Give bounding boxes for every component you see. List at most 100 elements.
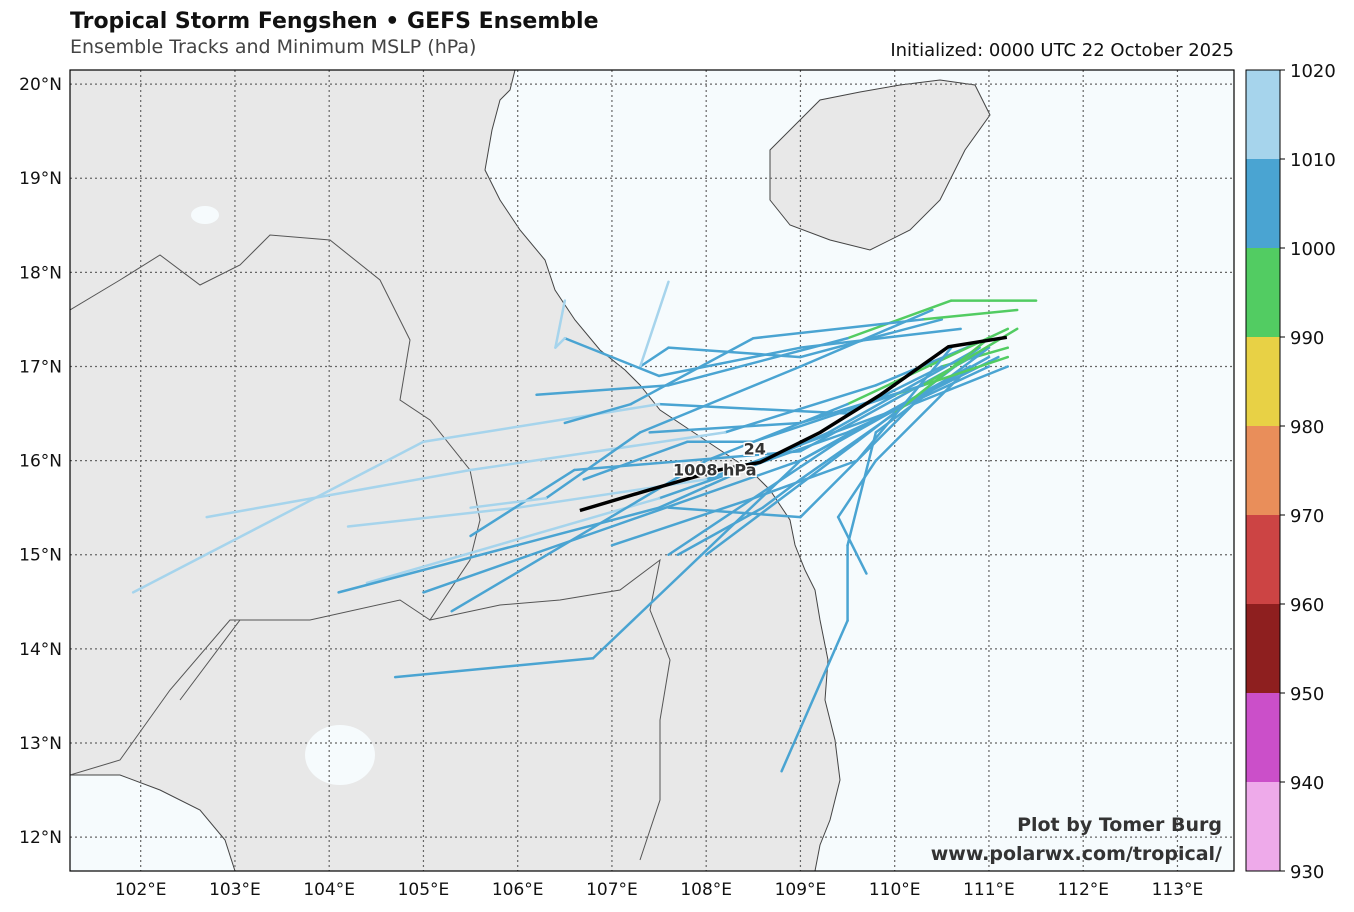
track-segment: [912, 365, 1010, 406]
axis-ticks: 102°E 103°E 104°E 105°E 106°E 107°E 108°E 109°E…: [19, 75, 1203, 900]
track-segment: [846, 431, 878, 547]
track-segment: [629, 337, 755, 406]
ensemble-member-track: [563, 308, 1019, 425]
ensemble-member-track: [469, 308, 934, 509]
y-tick-label: 20°N: [19, 75, 62, 95]
initialized-time: Initialized: 0000 UTC 22 October 2025: [890, 40, 1234, 61]
track-segment: [893, 337, 991, 415]
x-tick-label: 109°E: [775, 880, 827, 900]
colorbar-tick-label: 930: [1290, 862, 1324, 883]
land-hainan: [769, 79, 991, 251]
chart-subtitle: Ensemble Tracks and Minimum MSLP (hPa): [70, 36, 477, 58]
colorbar: 930 940 950 960 970 980 990 1000 1010 1020: [1245, 61, 1336, 883]
track-segment: [469, 468, 576, 538]
colorbar-bin: [1246, 248, 1280, 337]
x-tick-label: 105°E: [398, 880, 450, 900]
colorbar-bin: [1246, 426, 1280, 515]
ensemble-member-track: [205, 337, 991, 519]
colorbar-tick-label: 990: [1290, 328, 1324, 349]
x-tick-label: 111°E: [963, 880, 1015, 900]
colorbar-tick-label: 1010: [1290, 150, 1336, 171]
track-segment: [667, 506, 802, 519]
ensemble-member-track: [667, 365, 1010, 519]
x-tick-label: 113°E: [1152, 880, 1204, 900]
track-segment: [638, 365, 802, 434]
track-segment: [657, 402, 849, 415]
colorbar-bin: [1246, 782, 1280, 871]
track-segment: [752, 318, 925, 340]
y-tick-label: 18°N: [19, 263, 62, 283]
y-tick-label: 16°N: [19, 452, 62, 472]
lake-tonle-sap: [305, 725, 375, 785]
track-segment: [836, 515, 868, 575]
track-segment: [638, 346, 670, 368]
track-segment: [610, 459, 802, 528]
gridlines: [70, 70, 1234, 871]
colorbar-tick-label: 960: [1290, 595, 1324, 616]
credit-author: Plot by Tomer Burg: [1017, 814, 1222, 836]
track-segment: [723, 384, 878, 434]
credit-url: www.polarwx.com/tropical/: [931, 843, 1222, 865]
track-segment: [469, 431, 727, 472]
track-segment: [799, 402, 915, 519]
colorbar-bin: [1246, 604, 1280, 693]
track-segment: [131, 440, 425, 594]
track-segment: [610, 497, 755, 547]
colorbar-tick-label: 940: [1290, 773, 1324, 794]
track-segment: [855, 346, 953, 462]
colorbar-bin: [1246, 337, 1280, 426]
track-segment: [752, 459, 859, 500]
track-segment: [554, 299, 567, 349]
x-tick-label: 104°E: [303, 880, 355, 900]
y-tick-label: 14°N: [19, 640, 62, 660]
ensemble-member-track: [836, 365, 972, 575]
colorbar-tick-label: 970: [1290, 506, 1324, 527]
track-segment: [205, 468, 472, 519]
ensemble-member-track: [610, 346, 953, 547]
colorbar-tick-label: 980: [1290, 417, 1324, 438]
colorbar-bin: [1246, 693, 1280, 782]
track-segment: [422, 525, 614, 594]
track-segment: [836, 459, 878, 519]
forecast-hour-label: 24: [744, 440, 766, 459]
x-tick-label: 106°E: [492, 880, 544, 900]
x-tick-label: 110°E: [869, 880, 921, 900]
x-tick-label: 112°E: [1057, 880, 1109, 900]
y-tick-label: 12°N: [19, 828, 62, 848]
lake: [191, 206, 219, 224]
track-segment: [657, 346, 802, 378]
track-segment: [346, 506, 519, 528]
ensemble-member-track: [535, 299, 1038, 396]
track-segment: [846, 299, 953, 340]
track-segment: [365, 497, 661, 585]
track-segment: [704, 402, 849, 462]
track-segment: [337, 506, 661, 594]
colorbar-bin: [1246, 159, 1280, 248]
x-tick-label: 102°E: [115, 880, 167, 900]
track-segment: [572, 449, 802, 472]
ensemble-member-track: [554, 299, 962, 378]
colorbar-bin: [1246, 515, 1280, 604]
x-tick-label: 103°E: [209, 880, 261, 900]
track-segment: [676, 506, 764, 556]
track-segment: [638, 280, 670, 368]
track-segment: [704, 440, 859, 556]
colorbar-tick-label: 1000: [1290, 239, 1336, 260]
track-segment: [563, 337, 661, 378]
track-segment: [799, 384, 925, 425]
track-segment: [780, 619, 849, 773]
x-tick-label: 108°E: [680, 880, 732, 900]
x-tick-label: 107°E: [586, 880, 638, 900]
country-borders: [70, 234, 671, 861]
colorbar-frame: [1245, 69, 1281, 872]
track-segment: [667, 337, 849, 387]
pressure-label: 1008 hPa: [673, 461, 757, 480]
track-segment: [648, 421, 802, 434]
colorbar-bin: [1246, 70, 1280, 159]
track-segment: [535, 384, 670, 396]
track-segment: [469, 497, 548, 509]
track-segment: [422, 402, 661, 444]
track-segment: [921, 308, 1019, 321]
track-segment: [563, 402, 633, 425]
